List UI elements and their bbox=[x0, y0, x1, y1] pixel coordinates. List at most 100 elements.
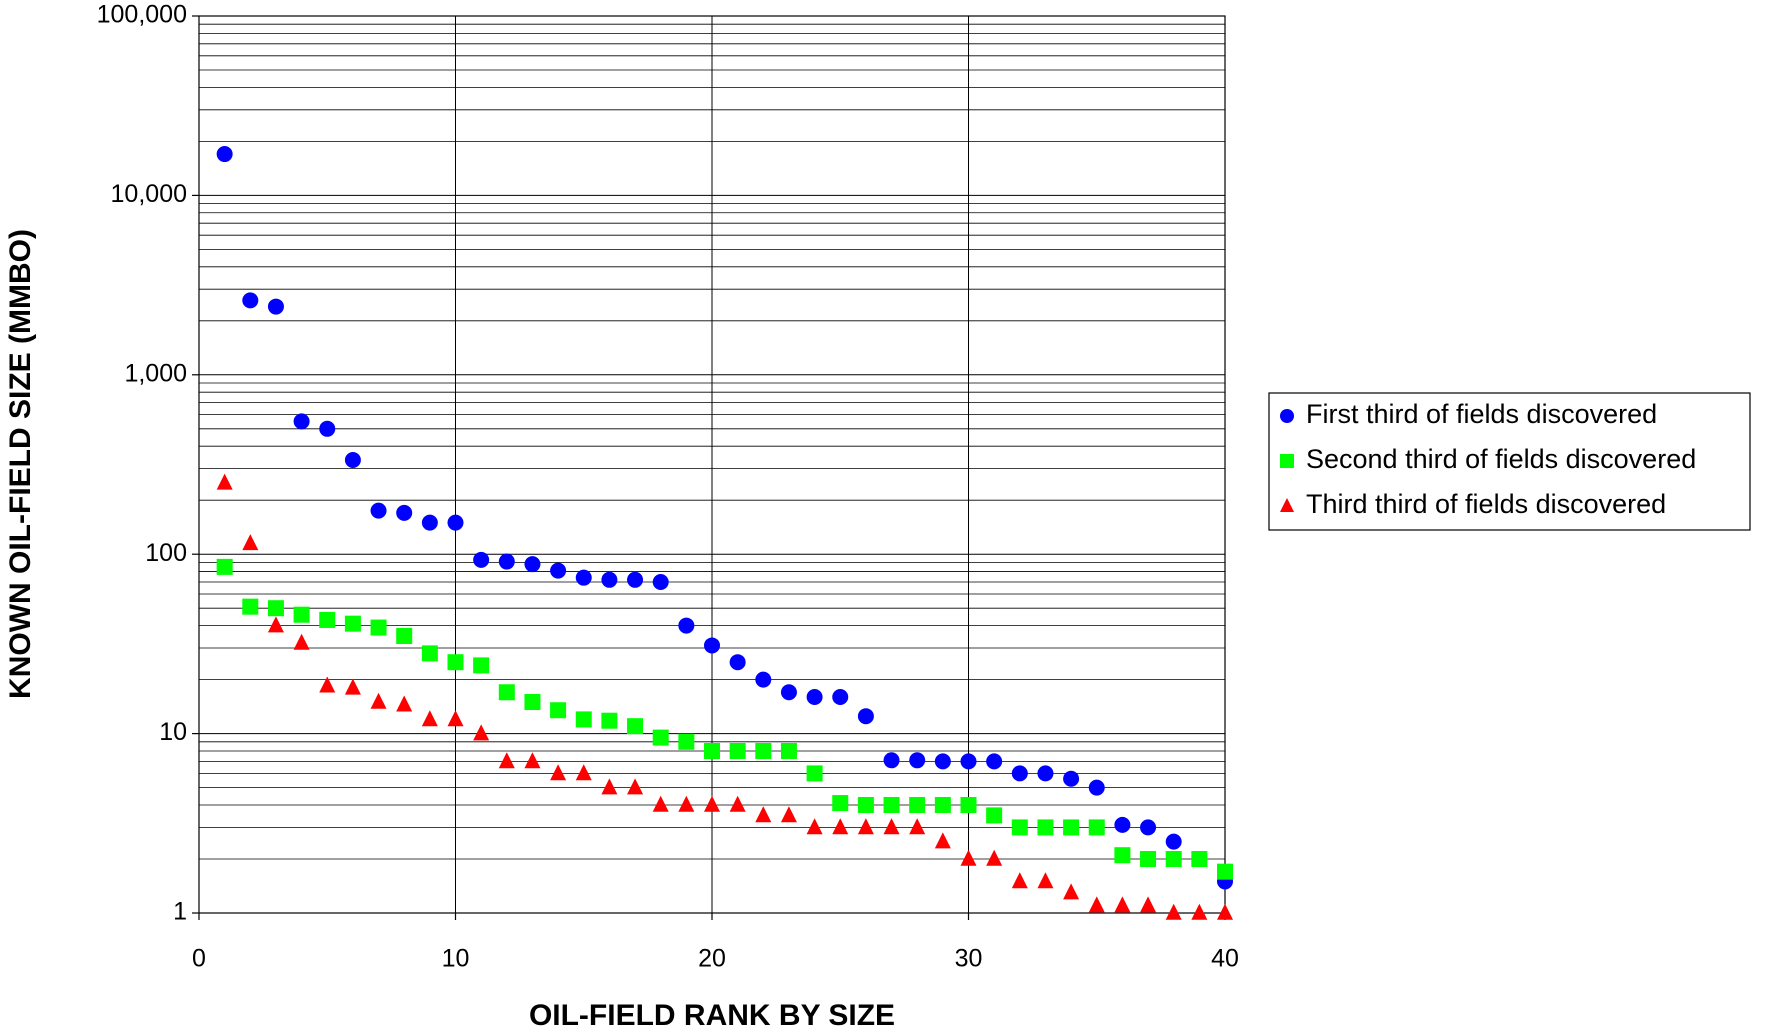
point bbox=[293, 413, 310, 430]
y-tick-label: 1 bbox=[173, 898, 187, 926]
point bbox=[857, 818, 874, 835]
point bbox=[293, 606, 310, 623]
legend-label: Second third of fields discovered bbox=[1306, 444, 1696, 474]
point bbox=[601, 571, 618, 588]
point bbox=[1114, 847, 1131, 864]
x-tick-label: 30 bbox=[955, 945, 983, 973]
point bbox=[652, 573, 669, 590]
point bbox=[498, 684, 515, 701]
point bbox=[986, 807, 1003, 824]
x-tick-label: 20 bbox=[698, 945, 726, 973]
point bbox=[601, 712, 618, 729]
point bbox=[498, 553, 515, 570]
point bbox=[216, 558, 233, 575]
y-tick-label: 100 bbox=[145, 539, 187, 567]
point bbox=[627, 571, 644, 588]
point bbox=[678, 617, 695, 634]
point bbox=[729, 795, 746, 812]
point bbox=[1037, 819, 1054, 836]
point bbox=[934, 832, 951, 849]
point bbox=[319, 611, 336, 628]
point bbox=[242, 292, 259, 309]
y-tick-label: 10,000 bbox=[111, 180, 187, 208]
x-tick-label: 40 bbox=[1211, 945, 1239, 973]
x-tick-label: 0 bbox=[192, 945, 206, 973]
point bbox=[780, 684, 797, 701]
point bbox=[1114, 816, 1131, 833]
point bbox=[806, 818, 823, 835]
y-tick-label: 1,000 bbox=[124, 359, 187, 387]
point bbox=[883, 796, 900, 813]
point bbox=[755, 742, 772, 759]
point bbox=[1140, 896, 1157, 913]
legend-label: First third of fields discovered bbox=[1306, 399, 1657, 429]
point bbox=[960, 753, 977, 770]
point bbox=[370, 619, 387, 636]
point bbox=[832, 688, 849, 705]
y-axis-title: KNOWN OIL-FIELD SIZE (MMBO) bbox=[4, 229, 37, 699]
point bbox=[1217, 903, 1233, 920]
point bbox=[447, 710, 464, 727]
point bbox=[1063, 819, 1080, 836]
point bbox=[293, 633, 310, 650]
point bbox=[473, 657, 490, 674]
point bbox=[755, 806, 772, 823]
point bbox=[1191, 850, 1208, 867]
point bbox=[524, 556, 541, 573]
point bbox=[550, 702, 567, 719]
point bbox=[704, 637, 720, 654]
point bbox=[806, 688, 823, 705]
point bbox=[1037, 765, 1054, 782]
legend-marker bbox=[1280, 454, 1294, 468]
point bbox=[216, 146, 233, 163]
point bbox=[1165, 850, 1182, 867]
x-axis-title: OIL-FIELD RANK BY SIZE bbox=[529, 999, 895, 1032]
point bbox=[857, 796, 874, 813]
point bbox=[1140, 819, 1157, 836]
point bbox=[986, 849, 1003, 866]
point bbox=[267, 600, 284, 617]
point bbox=[883, 818, 900, 835]
point bbox=[1165, 903, 1182, 920]
point bbox=[242, 598, 259, 615]
point bbox=[473, 724, 490, 741]
point bbox=[832, 795, 849, 812]
point bbox=[729, 654, 746, 671]
point bbox=[267, 616, 284, 633]
point bbox=[344, 678, 361, 695]
point bbox=[1217, 863, 1233, 880]
point bbox=[1011, 765, 1028, 782]
legend-marker bbox=[1280, 497, 1294, 512]
point bbox=[1011, 872, 1028, 889]
point bbox=[704, 742, 720, 759]
legend-marker bbox=[1280, 409, 1294, 423]
point bbox=[473, 551, 490, 568]
y-tick-label: 100,000 bbox=[97, 1, 187, 29]
point bbox=[755, 671, 772, 688]
point bbox=[267, 298, 284, 315]
legend-box bbox=[1268, 392, 1751, 531]
point bbox=[1140, 850, 1157, 867]
point bbox=[550, 764, 567, 781]
point bbox=[447, 654, 464, 671]
point bbox=[1063, 883, 1080, 900]
point bbox=[396, 504, 413, 521]
plot-frame bbox=[198, 15, 1226, 914]
point bbox=[1088, 779, 1105, 796]
point bbox=[524, 752, 541, 769]
point bbox=[601, 778, 618, 795]
point bbox=[396, 627, 413, 644]
point bbox=[421, 645, 438, 662]
point bbox=[704, 795, 720, 812]
point bbox=[934, 796, 951, 813]
point bbox=[780, 806, 797, 823]
point bbox=[678, 795, 695, 812]
x-tick-label: 10 bbox=[442, 945, 470, 973]
point bbox=[678, 733, 695, 750]
point bbox=[344, 615, 361, 632]
point bbox=[909, 818, 926, 835]
point bbox=[319, 420, 336, 437]
point bbox=[960, 796, 977, 813]
point bbox=[857, 708, 874, 725]
